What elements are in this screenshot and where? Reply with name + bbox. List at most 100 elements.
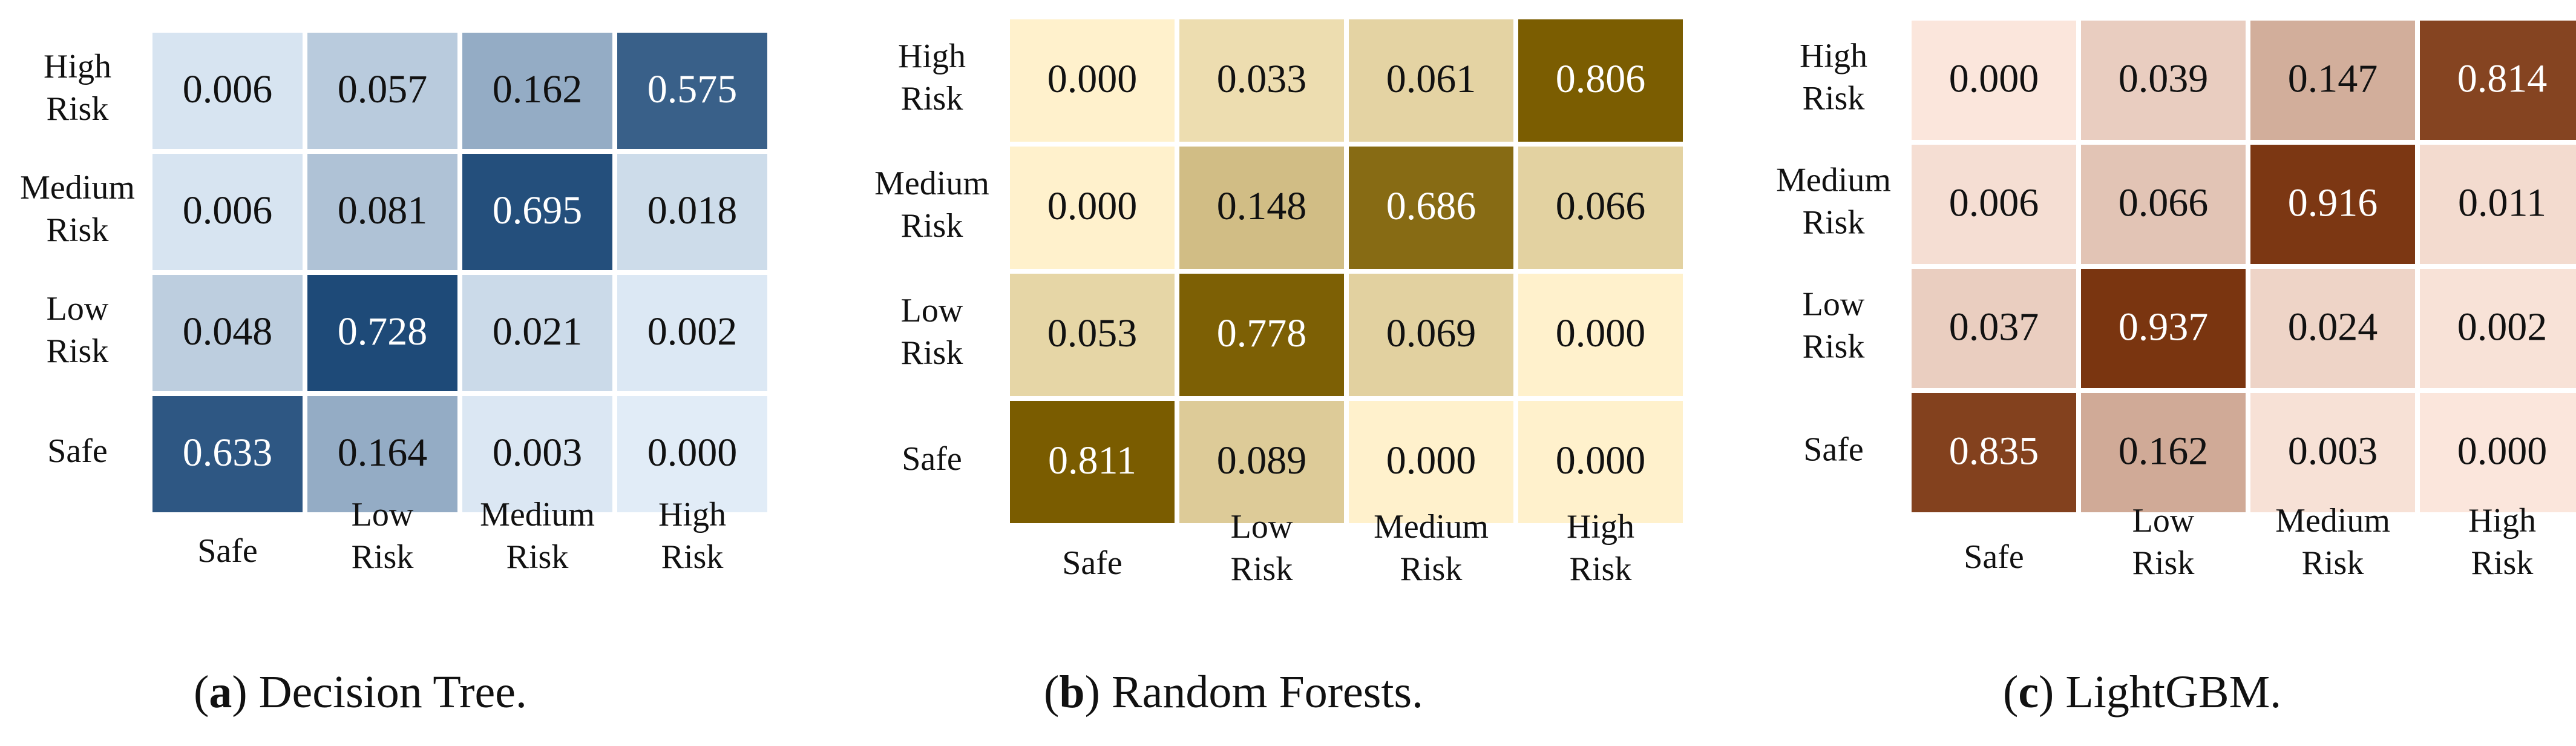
- column-label: Risk: [2132, 544, 2195, 582]
- heatmap-cell: [2420, 145, 2576, 264]
- caption-a-letter: a: [209, 667, 232, 718]
- row-label: High: [44, 48, 111, 85]
- heatmap-cell: [462, 396, 612, 512]
- row-label: Safe: [902, 440, 962, 478]
- heatmap-cell: [1912, 269, 2076, 388]
- cell-value-label: 0.037: [1949, 305, 2039, 349]
- row-label: Risk: [901, 207, 963, 245]
- heatmap-cell: [152, 154, 303, 270]
- column-label: High: [658, 496, 726, 533]
- row-label: Medium: [20, 169, 135, 206]
- heatmap-cell: [1179, 274, 1344, 396]
- cell-value-label: 0.057: [338, 67, 428, 111]
- heatmap-cell: [152, 396, 303, 512]
- cell-value-label: 0.000: [647, 431, 738, 475]
- heatmap-cell: [152, 33, 303, 149]
- cell-value-label: 0.081: [338, 188, 428, 233]
- heatmap-cell: [462, 275, 612, 391]
- caption-c: (c) LightGBM.: [2003, 667, 2282, 718]
- cell-value-label: 0.048: [183, 309, 273, 354]
- cell-value-label: 0.069: [1386, 311, 1476, 355]
- cell-value-label: 0.728: [338, 309, 428, 354]
- heatmap-cell: [1010, 147, 1175, 269]
- heatmap-c: 0.000 0.039 0.147 0.814 0.006 0.066 0.916 0.011…: [1776, 21, 2576, 582]
- heatmap-cell: [1518, 401, 1683, 523]
- cell-value-label: 0.024: [2288, 305, 2378, 349]
- heatmap-cell: [1912, 21, 2076, 140]
- cell-value-label: 0.003: [2288, 429, 2378, 474]
- column-label: Risk: [352, 538, 414, 576]
- row-label: Risk: [901, 80, 963, 117]
- cell-value-label: 0.011: [2458, 181, 2546, 225]
- row-label: Risk: [901, 334, 963, 372]
- column-label: Medium: [480, 496, 595, 533]
- cell-value-label: 0.162: [2119, 429, 2209, 474]
- cell-value-label: 0.164: [338, 431, 428, 475]
- heatmap-cell: [2081, 21, 2246, 140]
- column-label: Risk: [2302, 544, 2364, 582]
- cell-value-label: 0.003: [493, 431, 583, 475]
- heatmap-cell: [1010, 401, 1175, 523]
- heatmap-cell: [2081, 145, 2246, 264]
- heatmap-cell: [307, 33, 457, 149]
- row-label: Safe: [1803, 431, 1864, 468]
- row-label: Risk: [47, 90, 109, 128]
- cell-value-label: 0.006: [183, 188, 273, 233]
- caption-a: (a) Decision Tree.: [194, 667, 527, 718]
- heatmap-cell: [1179, 19, 1344, 142]
- column-label: Risk: [2471, 544, 2534, 582]
- heatmap-cell: [1349, 147, 1513, 269]
- cell-value-label: 0.006: [183, 67, 273, 111]
- row-label: Medium: [1776, 161, 1891, 199]
- heatmap-cell: [2420, 269, 2576, 388]
- column-label: Risk: [506, 538, 569, 576]
- cell-value-label: 0.000: [1047, 184, 1138, 228]
- cell-value-label: 0.039: [2119, 57, 2209, 101]
- row-label: High: [898, 38, 966, 75]
- heatmap-cell: [307, 275, 457, 391]
- heatmap-cell: [2250, 393, 2415, 512]
- heatmap-cell: [1518, 19, 1683, 142]
- caption-c-letter: c: [2018, 667, 2039, 718]
- column-label: High: [1567, 508, 1634, 546]
- cell-value-label: 0.811: [1048, 438, 1136, 483]
- cell-value-label: 0.147: [2288, 57, 2378, 101]
- heatmap-cell: [1912, 145, 2076, 264]
- column-label: Risk: [1231, 550, 1293, 588]
- row-label: Risk: [1803, 203, 1865, 241]
- cell-value-label: 0.002: [647, 309, 738, 354]
- cell-value-label: 0.148: [1217, 184, 1307, 228]
- cell-value-label: 0.000: [2457, 429, 2548, 474]
- cell-value-label: 0.695: [493, 188, 583, 233]
- heatmap-cell: [2250, 269, 2415, 388]
- heatmap-cell: [2081, 393, 2246, 512]
- heatmap-cell: [617, 154, 767, 270]
- heatmap-cell: [307, 396, 457, 512]
- caption-b: (b) Random Forests.: [1044, 667, 1424, 718]
- heatmap-cell: [617, 275, 767, 391]
- heatmap-cell: [152, 275, 303, 391]
- row-label: High: [1800, 37, 1867, 74]
- row-label: Low: [1803, 285, 1865, 323]
- heatmap-cell: [1010, 274, 1175, 396]
- column-label: Medium: [2275, 502, 2390, 540]
- row-label: Risk: [47, 211, 109, 249]
- heatmap-cell: [1349, 19, 1513, 142]
- cell-value-label: 0.033: [1217, 57, 1307, 101]
- row-label: Low: [47, 290, 109, 328]
- row-label: Safe: [47, 432, 108, 470]
- heatmap-cell: [1010, 19, 1175, 142]
- column-label: Risk: [1400, 550, 1463, 588]
- cell-value-label: 0.053: [1047, 311, 1138, 355]
- cell-value-label: 0.686: [1386, 184, 1476, 228]
- heatmap-cell: [617, 33, 767, 149]
- heatmap-cell: [617, 396, 767, 512]
- heatmap-cell: [1518, 274, 1683, 396]
- row-label: Medium: [874, 165, 989, 202]
- column-label: Safe: [1062, 544, 1122, 582]
- cell-value-label: 0.000: [1949, 57, 2039, 101]
- cell-value-label: 0.835: [1949, 429, 2039, 474]
- cell-value-label: 0.000: [1556, 311, 1646, 355]
- cell-value-label: 0.000: [1047, 57, 1138, 101]
